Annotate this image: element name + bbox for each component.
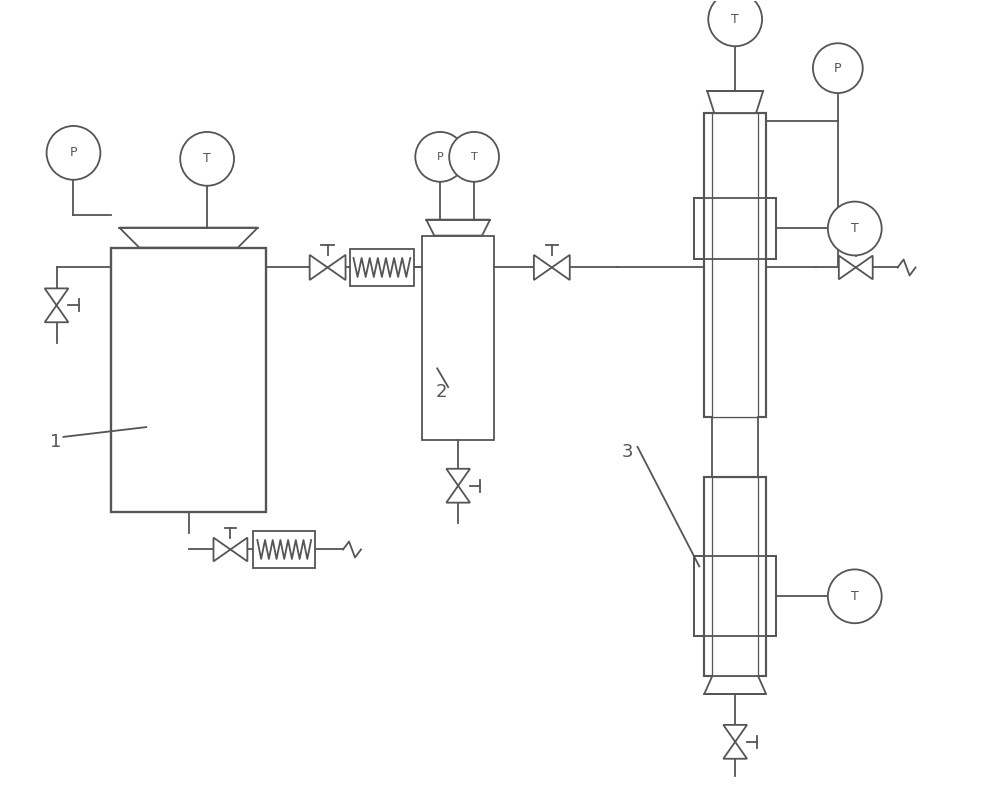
Polygon shape <box>328 255 346 280</box>
Polygon shape <box>534 255 552 280</box>
Text: P: P <box>437 152 444 162</box>
Polygon shape <box>230 537 247 561</box>
Text: T: T <box>471 152 477 162</box>
Polygon shape <box>213 537 230 561</box>
Circle shape <box>415 132 465 182</box>
Text: T: T <box>731 13 739 26</box>
Bar <box>704 476 766 676</box>
Circle shape <box>47 126 100 180</box>
Bar <box>712 113 758 417</box>
Circle shape <box>180 132 234 186</box>
Text: T: T <box>851 222 859 235</box>
Circle shape <box>813 43 863 93</box>
Polygon shape <box>707 91 763 113</box>
Bar <box>253 531 315 569</box>
Text: 2: 2 <box>435 383 447 401</box>
Text: P: P <box>834 62 842 75</box>
Polygon shape <box>723 742 747 759</box>
Polygon shape <box>839 256 856 279</box>
Text: T: T <box>851 589 859 603</box>
Polygon shape <box>45 306 68 322</box>
Polygon shape <box>119 228 258 248</box>
Text: 1: 1 <box>50 433 61 451</box>
Text: T: T <box>203 152 211 165</box>
Polygon shape <box>446 486 470 503</box>
Polygon shape <box>856 256 873 279</box>
Circle shape <box>828 201 882 255</box>
Circle shape <box>708 0 762 47</box>
Circle shape <box>828 569 882 623</box>
Bar <box>111 248 266 512</box>
Polygon shape <box>45 289 68 306</box>
Polygon shape <box>446 468 470 486</box>
Bar <box>704 113 766 417</box>
Polygon shape <box>552 255 570 280</box>
Bar <box>712 476 758 676</box>
Circle shape <box>449 132 499 182</box>
Polygon shape <box>704 676 766 694</box>
Polygon shape <box>310 255 328 280</box>
Text: 3: 3 <box>622 443 633 461</box>
Bar <box>694 198 776 259</box>
Polygon shape <box>723 725 747 742</box>
Bar <box>350 249 414 286</box>
Bar <box>694 557 776 636</box>
Polygon shape <box>426 220 490 236</box>
Text: P: P <box>70 146 77 160</box>
Bar <box>422 236 494 439</box>
